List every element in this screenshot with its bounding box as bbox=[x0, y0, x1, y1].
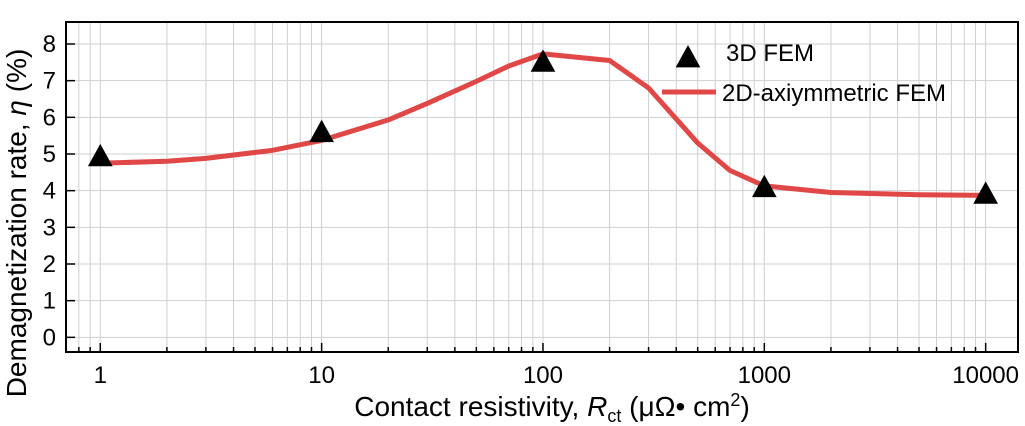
data-point-triangle bbox=[309, 119, 334, 143]
y-tick-label: 1 bbox=[43, 288, 56, 315]
y-tick-label: 3 bbox=[43, 214, 56, 241]
legend-label: 2D-axiymmetric FEM bbox=[722, 80, 946, 107]
x-tick-label: 10000 bbox=[952, 362, 1019, 389]
y-tick-label: 0 bbox=[43, 324, 56, 351]
x-tick-label: 1000 bbox=[738, 362, 791, 389]
x-tick-label: 100 bbox=[523, 362, 563, 389]
x-tick-labels: 1 10 100 1000 10000 bbox=[94, 362, 1019, 389]
x-tick-label: 10 bbox=[308, 362, 335, 389]
y-tick-label: 7 bbox=[43, 68, 56, 95]
grid-lines bbox=[65, 22, 1018, 352]
axis-ticks bbox=[65, 43, 987, 352]
data-point-triangle bbox=[973, 181, 999, 204]
data-point-triangle bbox=[87, 143, 113, 167]
legend-marker-triangle bbox=[675, 45, 701, 68]
y-tick-label: 2 bbox=[43, 251, 56, 278]
y-tick-label: 8 bbox=[43, 31, 56, 58]
plot-frame bbox=[65, 21, 1019, 353]
data-point-triangle bbox=[530, 49, 556, 72]
x-axis-title: Contact resistivity, Rct (μΩ• cm2) bbox=[354, 390, 750, 426]
legend-label: 3D FEM bbox=[726, 40, 814, 67]
y-axis-title: Demagnetization rate, η (%) bbox=[1, 49, 32, 398]
y-tick-labels: 0 1 2 3 4 5 6 7 8 bbox=[43, 31, 56, 351]
legend: 3D FEM 2D-axiymmetric FEM bbox=[662, 40, 946, 107]
x-tick-label: 1 bbox=[94, 362, 107, 389]
y-tick-label: 6 bbox=[43, 104, 56, 131]
y-tick-label: 4 bbox=[43, 178, 56, 205]
data-point-triangle bbox=[751, 174, 777, 198]
series-line bbox=[97, 51, 989, 198]
y-tick-label: 5 bbox=[43, 141, 56, 168]
series bbox=[87, 49, 999, 204]
